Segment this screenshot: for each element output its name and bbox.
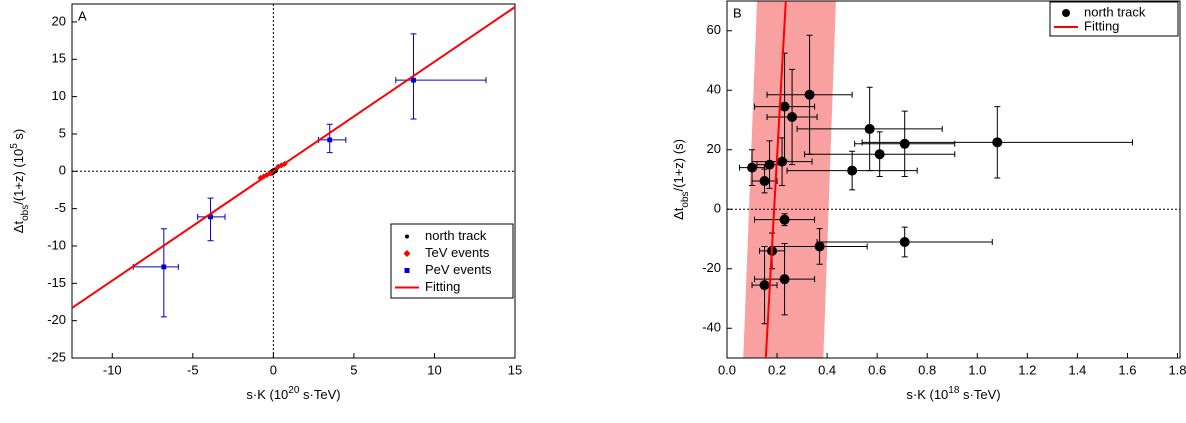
y-tick-label: 0 (714, 201, 721, 216)
x-axis-label: s·K (1018 s·TeV) (906, 385, 1000, 402)
x-error-bar (395, 77, 487, 84)
x-axis-label-part: s·K (10 (246, 387, 288, 402)
point (847, 165, 858, 176)
plot-frame (726, 0, 1181, 359)
fit-line (71, 6, 516, 309)
y-axis-label-part: Δt (11, 221, 26, 234)
legend-swatch (1062, 9, 1070, 17)
x-axis-label: s·K (1020 s·TeV) (246, 385, 340, 402)
x-error-bar (132, 263, 179, 270)
y-error-bar (160, 228, 167, 318)
y-tick-label: 10 (52, 88, 66, 103)
x-tick-label: 1.2 (1018, 362, 1036, 377)
point (864, 123, 875, 134)
point (779, 101, 790, 112)
x-tick-label: 15 (508, 362, 522, 377)
y-axis-label: Δtobs/(1+z) (105 s) (9, 129, 31, 233)
y-axis-label-part: obs (20, 205, 31, 221)
y-tick-label: 15 (52, 51, 66, 66)
y-tick-label: 20 (52, 13, 66, 28)
panel-label: A (78, 8, 87, 23)
y-tick-label: 20 (707, 141, 721, 156)
legend-swatch (403, 250, 411, 257)
y-axis-label-part: Δt (671, 207, 686, 220)
point (874, 149, 885, 160)
legend-box (390, 223, 514, 299)
point (814, 241, 825, 252)
y-tick-label: -25 (47, 349, 66, 364)
x-axis-label-part: s·K (10 (906, 387, 948, 402)
x-tick-label: 1.0 (968, 362, 986, 377)
x-tick-label: 0 (270, 362, 277, 377)
y-axis-label-part: s) (11, 129, 26, 143)
y-axis-label-part: 5 (9, 143, 20, 149)
y-tick-label: -15 (47, 275, 66, 290)
point (779, 214, 790, 225)
legend-label: TeV events (425, 245, 490, 260)
x-tick-label: -5 (187, 362, 199, 377)
y-axis-label-part: obs (680, 191, 691, 207)
legend-box (1049, 1, 1179, 37)
point (777, 156, 788, 167)
point (787, 112, 798, 123)
point (208, 214, 213, 220)
x-tick-label: 1.4 (1068, 362, 1086, 377)
legend-label: north track (1084, 4, 1146, 19)
point (759, 280, 770, 291)
y-tick-label: 60 (707, 22, 721, 37)
y-tick-label: -10 (47, 237, 66, 252)
x-tick-label: 0.0 (718, 362, 736, 377)
panel-label: B (733, 5, 742, 20)
y-tick-label: -20 (702, 260, 721, 275)
legend-label: north track (425, 228, 487, 243)
x-tick-label: 0.6 (868, 362, 886, 377)
x-tick-label: 0.4 (818, 362, 836, 377)
y-axis-label-part: /(1+z) (10 (11, 149, 26, 205)
point (327, 137, 333, 143)
point (779, 274, 790, 285)
point (759, 175, 770, 186)
legend-swatch (405, 234, 409, 239)
y-tick-label: 5 (59, 125, 66, 140)
x-tick-label: 1.8 (1168, 362, 1186, 377)
x-axis-label-part: 18 (948, 385, 960, 396)
point (899, 236, 910, 247)
point (747, 162, 758, 173)
y-tick-label: -5 (54, 200, 66, 215)
y-tick-label: -40 (702, 320, 721, 335)
confidence-band (743, 1, 836, 358)
y-axis-label: Δtobs/(1+z) (s) (671, 139, 691, 220)
x-tick-label: 10 (427, 362, 441, 377)
x-axis-label-part: 20 (288, 385, 300, 396)
legend-swatch (404, 268, 410, 273)
x-tick-label: 1.6 (1118, 362, 1136, 377)
point (411, 77, 416, 83)
x-tick-label: 0.2 (768, 362, 786, 377)
y-tick-label: 40 (707, 82, 721, 97)
y-tick-label: -20 (47, 312, 66, 327)
y-error-bar (207, 197, 214, 242)
x-tick-label: 5 (350, 362, 357, 377)
x-tick-label: -10 (103, 362, 122, 377)
legend-label: Fitting (1084, 18, 1119, 33)
point (161, 264, 167, 270)
x-axis-label-part: s·TeV) (299, 387, 340, 402)
y-axis-label-part: /(1+z) (s) (671, 139, 686, 191)
legend-label: PeV events (425, 262, 492, 277)
fit-line (764, 0, 787, 359)
point (992, 137, 1003, 148)
point (804, 89, 815, 100)
x-axis-label-part: s·TeV) (959, 387, 1000, 402)
plot-frame (71, 3, 516, 359)
y-tick-label: 0 (59, 163, 66, 178)
legend-label: Fitting (425, 279, 460, 294)
point (899, 138, 910, 149)
point (764, 159, 775, 170)
x-tick-label: 0.8 (918, 362, 936, 377)
